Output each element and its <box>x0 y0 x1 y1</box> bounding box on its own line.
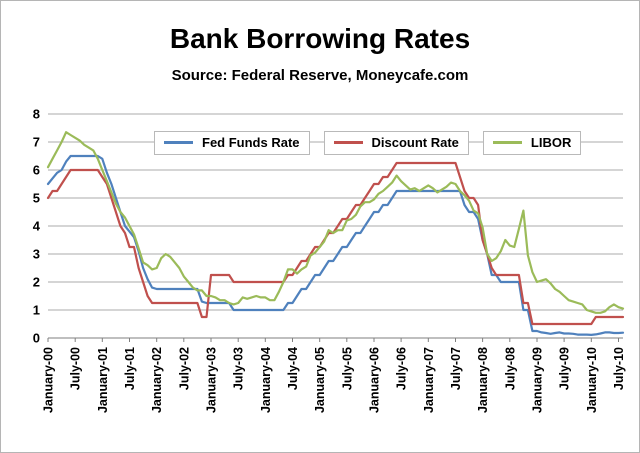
x-tick-label: July-05 <box>340 347 354 390</box>
y-tick-label: 6 <box>33 163 40 178</box>
line-chart: 0 1 2 3 4 5 6 7 8 January-00 July-00 January-01 July… <box>33 107 626 414</box>
x-tick-label: July-01 <box>123 347 137 390</box>
x-tick-label: January-01 <box>96 347 110 413</box>
fed-funds-rate-line-swatch <box>164 141 193 144</box>
x-tick-label: January-08 <box>476 347 490 413</box>
x-tick-label: January-02 <box>150 347 164 413</box>
chart-area: 0 1 2 3 4 5 6 7 8 January-00 July-00 January-01 July… <box>1 86 639 446</box>
x-tick-label: January-00 <box>42 347 56 413</box>
series-line-fed-funds-rate <box>46 154 625 336</box>
x-tick-label: July-03 <box>232 347 246 390</box>
x-tick-label: July-04 <box>286 347 300 390</box>
x-tick-label: July-02 <box>177 347 191 390</box>
legend-label-fed-funds-rate: Fed Funds Rate <box>202 135 300 150</box>
y-tick-label: 8 <box>33 107 40 122</box>
y-tick-label: 4 <box>33 219 41 234</box>
legend-item-libor: LIBOR <box>482 131 582 155</box>
x-tick-label: July-06 <box>395 347 409 390</box>
x-tick-label: July-00 <box>69 347 83 390</box>
y-tick-label: 7 <box>33 135 40 150</box>
discount-rate-line-swatch <box>333 141 363 144</box>
x-tick-label: January-03 <box>205 347 219 413</box>
x-tick-label: July-07 <box>449 347 463 390</box>
x-tick-label: January-09 <box>531 347 545 413</box>
x-tick-label: January-07 <box>422 347 436 413</box>
chart-subtitle: Source: Federal Reserve, Moneycafe.com <box>171 67 469 84</box>
x-tick-label: January-04 <box>259 347 273 413</box>
y-tick-label: 1 <box>33 303 40 318</box>
x-tick-label: July-09 <box>558 347 572 390</box>
x-tick-label: July-10 <box>612 347 626 390</box>
series-line-libor <box>46 131 625 314</box>
y-tick-label: 5 <box>33 191 40 206</box>
legend-label-discount-rate: Discount Rate <box>371 135 459 150</box>
legend-label-libor: LIBOR <box>530 135 572 150</box>
series-line-discount-rate <box>46 161 625 326</box>
x-tick-label: January-05 <box>313 347 327 413</box>
x-tick-label: January-06 <box>368 347 382 413</box>
y-tick-label: 3 <box>33 247 40 262</box>
legend: Fed Funds Rate Discount Rate LIBOR <box>154 131 582 155</box>
y-tick-label: 0 <box>33 331 40 346</box>
legend-item-fed-funds-rate: Fed Funds Rate <box>154 131 310 155</box>
y-tick-label: 2 <box>33 275 40 290</box>
chart-title: Bank Borrowing Rates <box>169 23 471 54</box>
legend-item-discount-rate: Discount Rate <box>323 131 469 155</box>
libor-line-swatch <box>492 141 522 144</box>
x-tick-label: July-08 <box>503 347 517 390</box>
x-tick-label: January-10 <box>585 347 599 413</box>
